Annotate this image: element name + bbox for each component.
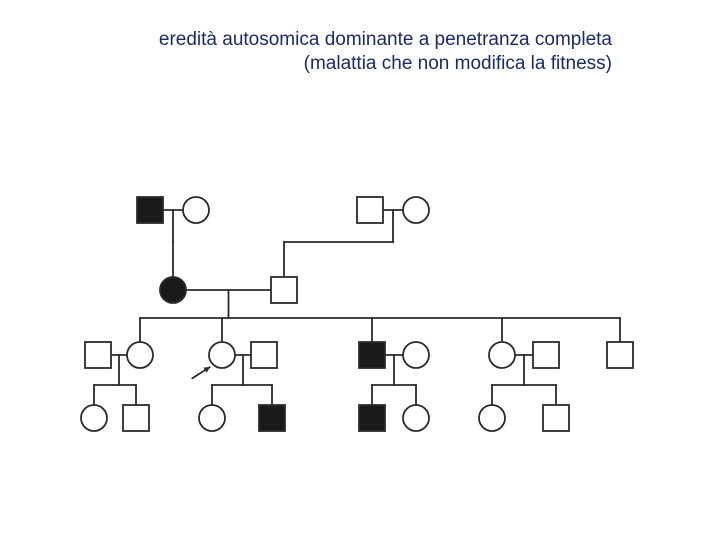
gen3-male-affected (359, 342, 385, 368)
pedigree-diagram (72, 180, 648, 440)
gen4-female-2 (199, 405, 225, 431)
gen4-female-1 (81, 405, 107, 431)
gen4-female-3 (403, 405, 429, 431)
gen2-female-affected (160, 277, 186, 303)
gen4-male-affected-2 (359, 405, 385, 431)
gen4-female-4 (479, 405, 505, 431)
gen4-male-1 (123, 405, 149, 431)
gen3-female-4 (489, 342, 515, 368)
gen3-male-spouse-1 (85, 342, 111, 368)
gen2-male-spouse (271, 277, 297, 303)
connector-lines (94, 210, 620, 405)
gen4-male-2 (543, 405, 569, 431)
gen4-male-affected-1 (259, 405, 285, 431)
title-line-1: eredità autosomica dominante a penetranz… (159, 29, 612, 50)
gen3-male-spouse-2 (251, 342, 277, 368)
individuals (81, 197, 633, 431)
gen3-female-proband (209, 342, 235, 368)
gen3-male-spouse-3 (533, 342, 559, 368)
gen1-left-female (183, 197, 209, 223)
gen3-male-5 (607, 342, 633, 368)
title-line-2: (malattia che non modifica la fitness) (304, 53, 612, 74)
gen1-right-male (357, 197, 383, 223)
gen1-right-female (403, 197, 429, 223)
gen1-left-male-affected (137, 197, 163, 223)
gen3-female-1 (127, 342, 153, 368)
slide-title: eredità autosomica dominante a penetranz… (72, 28, 612, 76)
gen3-female-3 (403, 342, 429, 368)
